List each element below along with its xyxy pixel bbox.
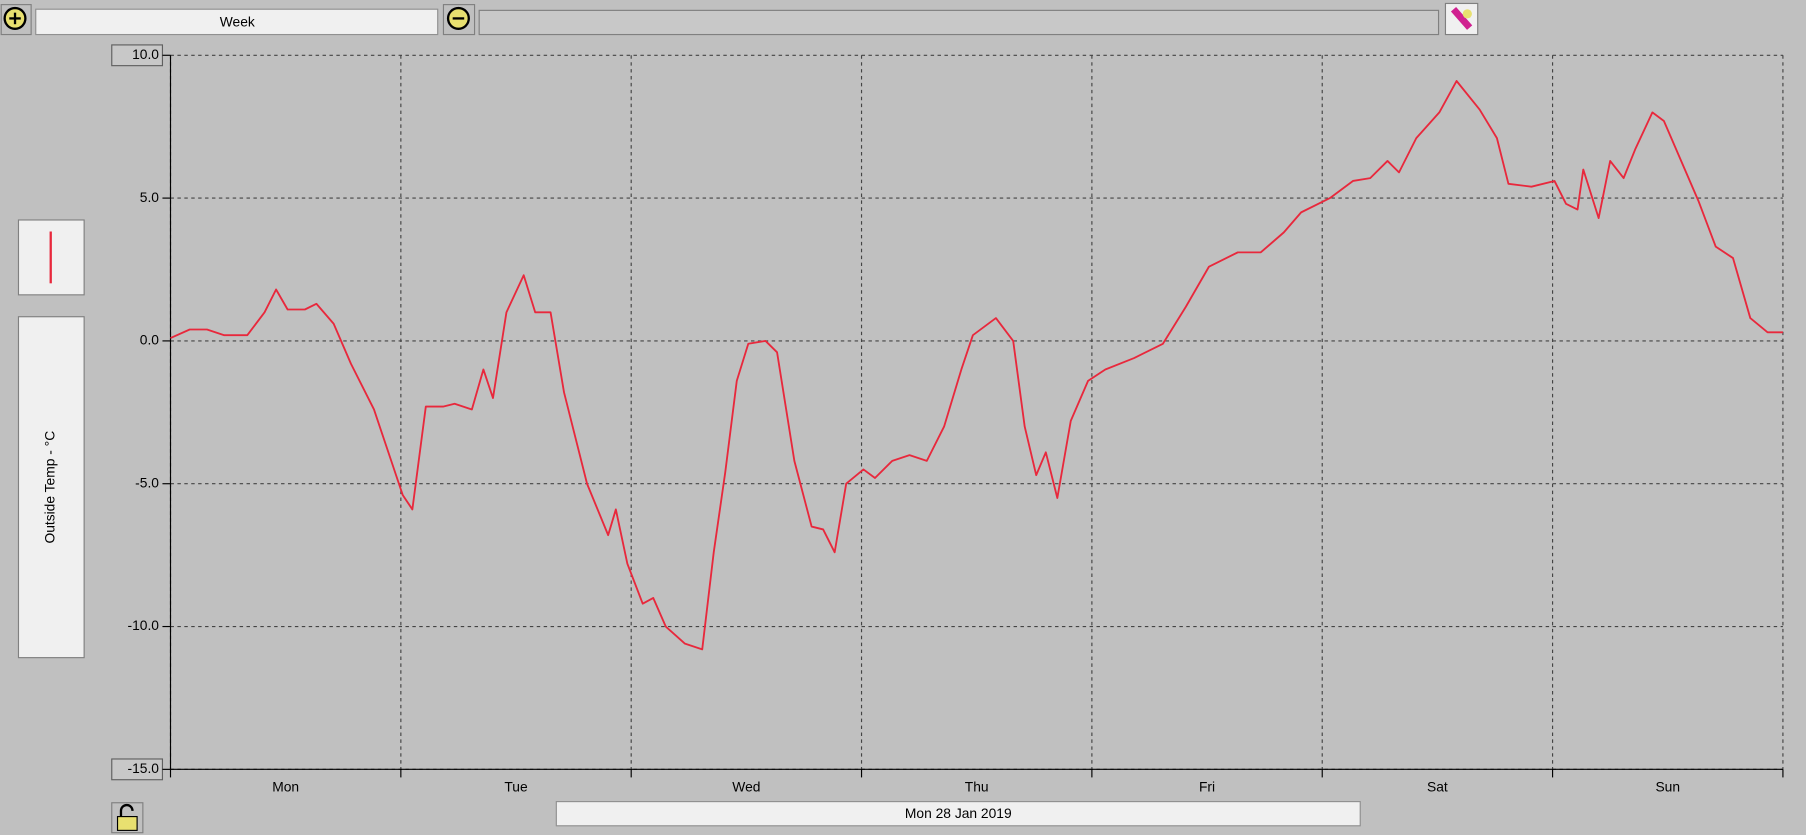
y-tick-label: 5.0 xyxy=(140,189,160,205)
y-tick-label: 0.0 xyxy=(140,332,160,348)
y-tick-label: 10.0 xyxy=(132,46,159,62)
eraser-button[interactable] xyxy=(1444,2,1479,36)
x-tick-label: Sun xyxy=(1655,778,1680,794)
x-tick-label: Wed xyxy=(732,778,760,794)
y-tick-label: -15.0 xyxy=(128,760,160,776)
x-tick-label: Mon xyxy=(272,778,299,794)
date-button[interactable] xyxy=(555,801,1361,827)
zoom-in-button[interactable] xyxy=(0,4,32,36)
plot: -15.0 -10.0 -5.0 0.0 5.0 10.0 Mon Tue Wed Thu Fri S… xyxy=(111,44,1784,794)
legend-label: Outside Temp - °C xyxy=(41,431,57,544)
date-label: Mon 28 Jan 2019 xyxy=(905,805,1012,821)
y-tick-label: -5.0 xyxy=(135,474,159,490)
x-tick-label: Fri xyxy=(1199,778,1215,794)
y-tick-label: -10.0 xyxy=(128,617,160,633)
range-label: Week xyxy=(220,14,255,30)
x-tick-label: Thu xyxy=(965,778,989,794)
data-line xyxy=(170,80,1783,651)
x-tick-label: Tue xyxy=(504,778,528,794)
lock-button[interactable] xyxy=(111,802,144,834)
legend-label-box[interactable] xyxy=(17,316,85,659)
zoom-out-button[interactable] xyxy=(442,4,476,36)
scroll-bar[interactable] xyxy=(478,9,1440,36)
x-tick-label: Sat xyxy=(1427,778,1448,794)
range-field[interactable] xyxy=(35,8,439,36)
